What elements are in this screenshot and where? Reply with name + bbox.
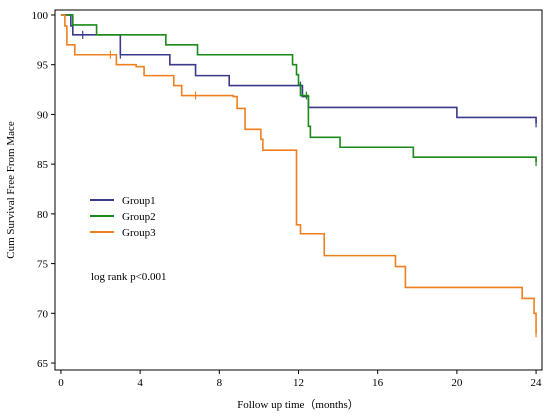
y-tick-label: 65	[37, 358, 49, 370]
log-rank-annotation: log rank p<0.001	[91, 271, 167, 283]
x-tick-label: 24	[531, 377, 543, 389]
x-tick-label: 12	[293, 377, 304, 389]
y-tick-label: 70	[37, 308, 49, 320]
x-tick-label: 0	[58, 377, 64, 389]
legend-label-group2: Group2	[122, 211, 156, 223]
series-line-group3	[60, 14, 537, 334]
x-tick-label: 20	[451, 377, 463, 389]
tick-layer: 0 4 8 12 16 20 24 65 70 75 80 85 90 95 100	[32, 10, 543, 389]
legend-label-group1: Group1	[122, 195, 156, 207]
y-tick-label: 80	[37, 209, 49, 221]
y-tick-label: 85	[37, 159, 49, 171]
y-tick-label: 95	[37, 60, 49, 72]
y-axis-title: Cum Survival Free From Mace	[5, 121, 17, 259]
legend-label-group3: Group3	[122, 227, 156, 239]
y-tick-label: 90	[37, 109, 49, 121]
y-tick-label: 100	[32, 10, 49, 22]
x-tick-label: 16	[372, 377, 384, 389]
legend: Group1 Group2 Group3	[90, 195, 156, 239]
x-tick-label: 8	[217, 377, 223, 389]
series-layer	[60, 14, 537, 338]
series-line-group2	[60, 14, 537, 163]
series-line-group1	[60, 14, 537, 124]
y-tick-label: 75	[37, 259, 49, 271]
x-tick-label: 4	[137, 377, 143, 389]
x-axis-title: Follow up time（months）	[237, 398, 359, 411]
